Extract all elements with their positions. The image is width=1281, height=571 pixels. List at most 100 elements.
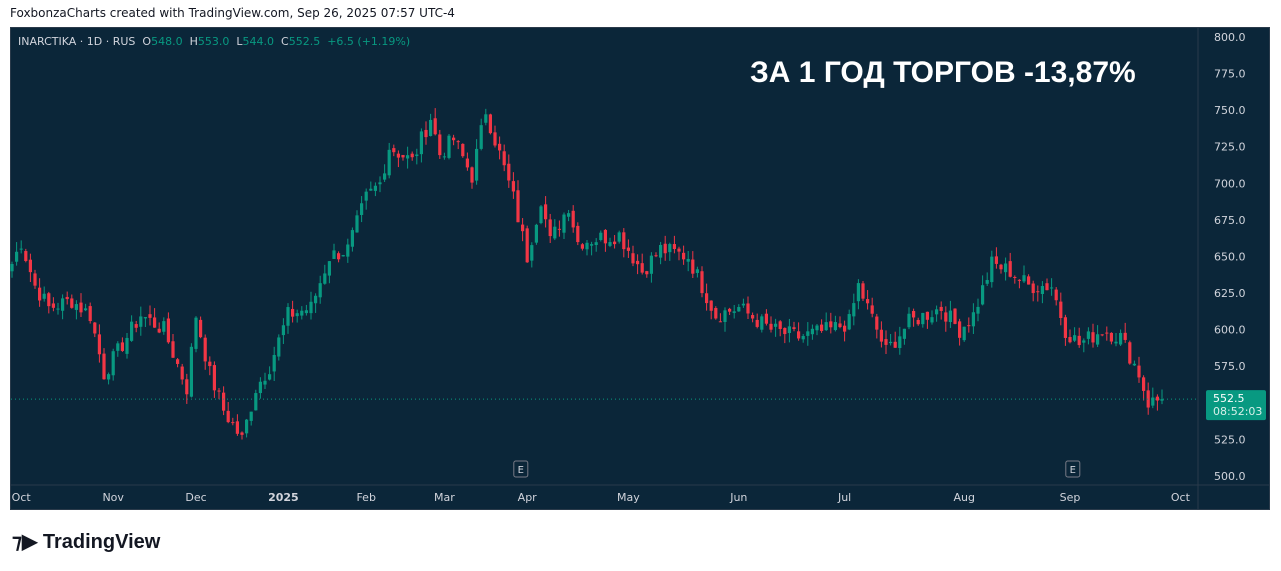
- candle-body: [645, 271, 649, 275]
- candle-body: [263, 380, 267, 385]
- candle-body: [640, 263, 644, 273]
- candle-body: [907, 313, 911, 328]
- candle-body: [350, 230, 354, 247]
- candle-body: [281, 325, 285, 336]
- candle-body: [654, 255, 658, 257]
- tv-logo-icon: ⁊▶: [12, 531, 38, 553]
- candle-body: [1008, 261, 1012, 277]
- candle-body: [295, 313, 299, 317]
- candle-body: [314, 295, 318, 304]
- candle-body: [369, 188, 373, 191]
- candle-body: [28, 259, 32, 273]
- candle-body: [415, 154, 419, 157]
- candle-body: [971, 312, 975, 327]
- candle-body: [194, 317, 198, 349]
- candle-body: [1017, 279, 1021, 281]
- candle-body: [732, 311, 736, 313]
- last-price-badge: [1206, 390, 1266, 421]
- candle-body: [994, 256, 998, 264]
- candle-body: [557, 228, 561, 230]
- candle-body: [143, 317, 147, 319]
- chart-frame[interactable]: [10, 27, 1270, 510]
- candle-body: [272, 354, 276, 372]
- candle-body: [677, 248, 681, 252]
- candle-body: [10, 263, 14, 272]
- candle-body: [663, 243, 667, 254]
- candle-body: [718, 321, 722, 323]
- candle-body: [97, 334, 101, 355]
- candle-body: [916, 319, 920, 325]
- candle-body: [171, 341, 175, 358]
- x-tick-label: Aug: [953, 491, 974, 504]
- candle-body: [203, 337, 207, 362]
- candle-body: [691, 259, 695, 274]
- candle-body: [484, 114, 488, 123]
- candle-body: [346, 244, 350, 257]
- candle-body: [668, 244, 672, 253]
- candle-body: [562, 214, 566, 233]
- candle-body: [148, 314, 152, 318]
- bar-countdown: 08:52:03: [1213, 405, 1262, 418]
- candle-body: [1077, 335, 1081, 346]
- x-tick-label: Jun: [729, 491, 747, 504]
- candle-body: [948, 310, 952, 323]
- candle-body: [419, 131, 423, 155]
- candle-body: [1022, 275, 1026, 282]
- open-label: O: [142, 35, 152, 48]
- candle-body: [79, 302, 83, 313]
- candle-body: [585, 242, 589, 250]
- candle-body: [1119, 332, 1123, 345]
- candle-body: [953, 308, 957, 324]
- candle-body: [291, 308, 295, 317]
- candle-body: [723, 310, 727, 323]
- candle-body: [659, 244, 663, 258]
- candle-body: [608, 242, 612, 246]
- candle-body: [180, 366, 184, 380]
- candle-body: [902, 328, 906, 339]
- candle-body: [355, 215, 359, 233]
- x-tick-label: Mar: [434, 491, 455, 504]
- candle-body: [47, 293, 51, 307]
- candle-body: [746, 303, 750, 314]
- candle-body: [1036, 291, 1040, 293]
- candle-body: [507, 163, 511, 181]
- candle-body: [806, 331, 810, 336]
- candle-body: [567, 213, 571, 217]
- earnings-marker[interactable]: [1065, 460, 1081, 478]
- candle-body: [580, 244, 584, 249]
- candle-body: [999, 264, 1003, 270]
- earnings-marker[interactable]: [513, 460, 529, 478]
- tradingview-logo[interactable]: ⁊▶ TradingView: [12, 529, 160, 554]
- candle-body: [889, 341, 893, 344]
- candle-body: [709, 300, 713, 311]
- candle-body: [24, 251, 28, 261]
- candle-body: [1059, 301, 1063, 319]
- candle-body: [525, 228, 529, 263]
- y-tick-label: 725.0: [1214, 141, 1246, 154]
- candle-body: [603, 229, 607, 244]
- candle-body: [530, 245, 534, 261]
- candle-body: [1109, 332, 1113, 342]
- candle-body: [65, 296, 69, 300]
- candle-body: [438, 134, 442, 156]
- candle-body: [797, 331, 801, 339]
- candle-body: [456, 141, 460, 143]
- candle-body: [930, 317, 934, 323]
- candle-body: [360, 203, 364, 215]
- candle-body: [1063, 317, 1067, 338]
- candle-body: [576, 225, 580, 243]
- symbol-label: INARCTIKA · 1D · RUS: [18, 35, 136, 48]
- candle-body: [166, 318, 170, 343]
- candle-body: [511, 181, 515, 192]
- x-tick-label: Sep: [1060, 491, 1081, 504]
- candle-body: [617, 232, 621, 242]
- candle-body: [300, 310, 304, 316]
- candle-body: [19, 248, 23, 250]
- candle-body: [705, 293, 709, 304]
- y-tick-label: 575.0: [1214, 360, 1246, 373]
- y-tick-label: 500.0: [1214, 470, 1246, 483]
- candle-body: [327, 261, 331, 276]
- candle-body: [700, 271, 704, 294]
- candle-body: [534, 224, 538, 243]
